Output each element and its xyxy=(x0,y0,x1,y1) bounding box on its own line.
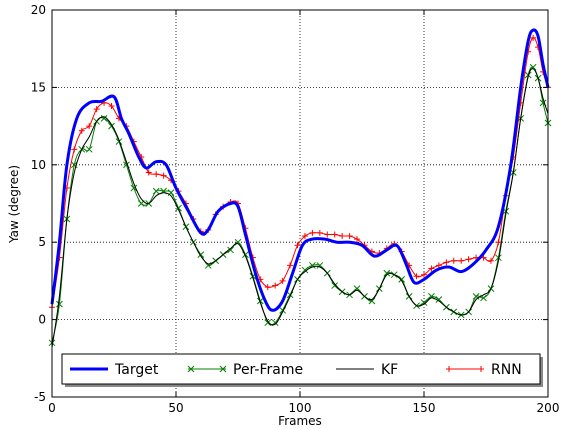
series-point-rnn xyxy=(272,282,279,289)
series-point-per-frame xyxy=(256,297,264,305)
y-tick-label: 15 xyxy=(31,80,46,94)
series-point-rnn xyxy=(108,102,115,109)
y-tick-label: 20 xyxy=(31,3,46,17)
legend-marker xyxy=(446,366,452,372)
series-layer xyxy=(48,28,552,348)
series-point-rnn xyxy=(86,123,93,130)
legend-marker xyxy=(187,365,195,373)
x-tick-label: 50 xyxy=(168,401,183,415)
series-point-rnn xyxy=(93,106,100,113)
legend-item-kf: KF xyxy=(336,362,398,378)
series-point-rnn xyxy=(160,172,167,179)
series-point-rnn xyxy=(428,265,435,272)
series-point-per-frame xyxy=(264,319,272,327)
plot-frame xyxy=(51,9,549,398)
series-point-per-frame xyxy=(100,115,108,122)
y-tick-label: 10 xyxy=(31,158,46,172)
series-point-per-frame xyxy=(398,275,406,283)
series-point-per-frame xyxy=(301,266,309,274)
x-tick-label: 0 xyxy=(48,401,56,415)
series-point-per-frame xyxy=(331,282,339,289)
x-tick-label: 100 xyxy=(289,401,312,415)
series-point-rnn xyxy=(530,34,537,41)
series-point-rnn xyxy=(324,231,331,238)
y-tick-label: 0 xyxy=(38,313,46,327)
series-point-per-frame xyxy=(85,145,93,153)
series-point-rnn xyxy=(309,229,316,236)
series-point-per-frame xyxy=(368,297,376,305)
series-point-rnn xyxy=(71,146,78,153)
legend-marker xyxy=(219,365,227,373)
series-point-rnn xyxy=(264,284,271,291)
legend-marker xyxy=(478,366,484,372)
series-point-rnn xyxy=(316,229,323,236)
series-point-per-frame xyxy=(115,138,123,145)
series-point-per-frame xyxy=(472,293,480,300)
x-tick-label: 150 xyxy=(413,401,436,415)
series-rnn xyxy=(49,34,551,311)
series-line-target xyxy=(50,28,550,312)
series-point-rnn xyxy=(354,236,361,243)
series-point-per-frame xyxy=(152,187,160,195)
y-axis-label: Yaw (degree) xyxy=(7,165,21,244)
series-point-per-frame xyxy=(56,300,63,308)
series-point-rnn xyxy=(443,259,450,266)
legend-item-target: Target xyxy=(70,362,159,378)
series-point-rnn xyxy=(301,233,308,240)
series-point-rnn xyxy=(495,239,502,246)
series-point-rnn xyxy=(450,257,457,264)
series-point-rnn xyxy=(279,277,286,284)
series-point-rnn xyxy=(153,171,160,178)
legend-item-per-frame: Per-Frame xyxy=(187,362,303,378)
series-point-per-frame xyxy=(495,254,502,262)
legend-item-rnn: RNN xyxy=(446,362,522,378)
series-point-rnn xyxy=(465,256,472,263)
series-point-per-frame xyxy=(316,262,324,269)
series-point-rnn xyxy=(287,262,294,269)
series-point-per-frame xyxy=(130,184,138,192)
series-point-per-frame xyxy=(435,296,443,303)
series-point-rnn xyxy=(145,169,152,176)
series-point-rnn xyxy=(487,257,494,264)
series-point-rnn xyxy=(294,242,301,249)
series-point-rnn xyxy=(346,233,353,240)
legend-label-rnn: RNN xyxy=(491,362,522,378)
series-point-rnn xyxy=(339,233,346,240)
legend-label-target: Target xyxy=(114,362,159,378)
legend: Target Per-Frame KF RNN xyxy=(61,353,543,387)
series-point-rnn xyxy=(421,271,427,278)
y-tick-label: -5 xyxy=(34,390,46,404)
grid-lines xyxy=(52,10,548,397)
series-line-kf xyxy=(51,68,549,348)
series-point-per-frame xyxy=(227,246,234,254)
series-point-rnn xyxy=(458,257,465,264)
x-axis-label: Frames xyxy=(278,414,322,428)
legend-label-per-frame: Per-Frame xyxy=(233,362,303,378)
series-kf xyxy=(51,68,549,348)
legend-label-kf: KF xyxy=(381,362,398,378)
series-point-rnn xyxy=(413,273,420,280)
series-point-rnn xyxy=(78,127,85,134)
series-point-rnn xyxy=(331,231,338,238)
x-tick-label: 200 xyxy=(537,401,560,415)
series-point-per-frame xyxy=(167,189,175,197)
series-target xyxy=(50,28,550,312)
y-tick-label: 5 xyxy=(38,235,46,249)
series-point-per-frame xyxy=(383,269,391,277)
